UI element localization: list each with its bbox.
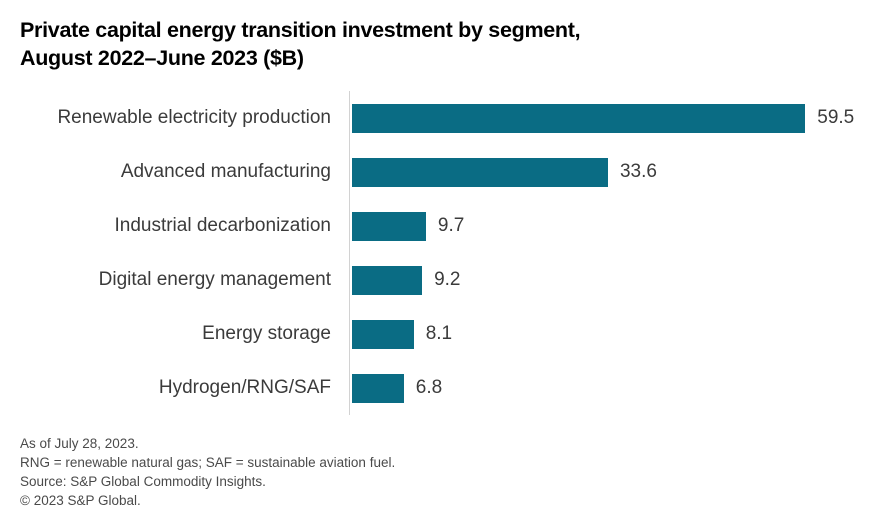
chart-row: Energy storage 8.1 bbox=[0, 307, 870, 361]
footnote-source: Source: S&P Global Commodity Insights. bbox=[20, 474, 266, 489]
chart-title-line2: August 2022–June 2023 ($B) bbox=[20, 46, 304, 70]
value-label: 9.7 bbox=[437, 215, 465, 236]
bar bbox=[352, 373, 404, 403]
bar bbox=[352, 211, 426, 241]
bar-track: 33.6 bbox=[349, 145, 870, 199]
category-label: Industrial decarbonization bbox=[114, 215, 331, 236]
chart-title-line1: Private capital energy transition invest… bbox=[20, 18, 581, 42]
bar-track: 8.1 bbox=[349, 307, 870, 361]
bar bbox=[352, 103, 806, 133]
value-label: 9.2 bbox=[434, 269, 461, 290]
bar-track: 59.5 bbox=[349, 91, 870, 145]
bar-track: 9.2 bbox=[349, 253, 870, 307]
footnotes: As of July 28, 2023. RNG = renewable nat… bbox=[20, 434, 870, 510]
bar-chart: Renewable electricity production 59.5 Ad… bbox=[0, 91, 870, 415]
bar bbox=[352, 157, 608, 187]
category-label: Renewable electricity production bbox=[57, 107, 331, 128]
bar bbox=[352, 265, 423, 295]
category-label: Digital energy management bbox=[98, 269, 331, 290]
chart-row: Advanced manufacturing 33.6 bbox=[0, 145, 870, 199]
category-label: Energy storage bbox=[202, 323, 331, 344]
category-label: Hydrogen/RNG/SAF bbox=[158, 377, 331, 398]
value-label: 33.6 bbox=[619, 161, 657, 182]
chart-row: Digital energy management 9.2 bbox=[0, 253, 870, 307]
bar-track: 6.8 bbox=[349, 361, 870, 415]
footnote-as-of: As of July 28, 2023. bbox=[20, 436, 139, 451]
chart-row: Industrial decarbonization 9.7 bbox=[0, 199, 870, 253]
value-label: 8.1 bbox=[425, 323, 453, 344]
bar bbox=[352, 319, 414, 349]
value-label: 6.8 bbox=[415, 377, 443, 398]
chart-row: Renewable electricity production 59.5 bbox=[0, 91, 870, 145]
footnote-abbreviations: RNG = renewable natural gas; SAF = susta… bbox=[20, 455, 396, 470]
footnote-copyright: © 2023 S&P Global. bbox=[20, 493, 141, 508]
chart-row: Hydrogen/RNG/SAF 6.8 bbox=[0, 361, 870, 415]
chart-title: Private capital energy transition invest… bbox=[0, 0, 740, 72]
value-label: 59.5 bbox=[817, 107, 855, 128]
bar-track: 9.7 bbox=[349, 199, 870, 253]
category-label: Advanced manufacturing bbox=[120, 161, 331, 182]
chart-rows: Renewable electricity production 59.5 Ad… bbox=[0, 91, 870, 415]
